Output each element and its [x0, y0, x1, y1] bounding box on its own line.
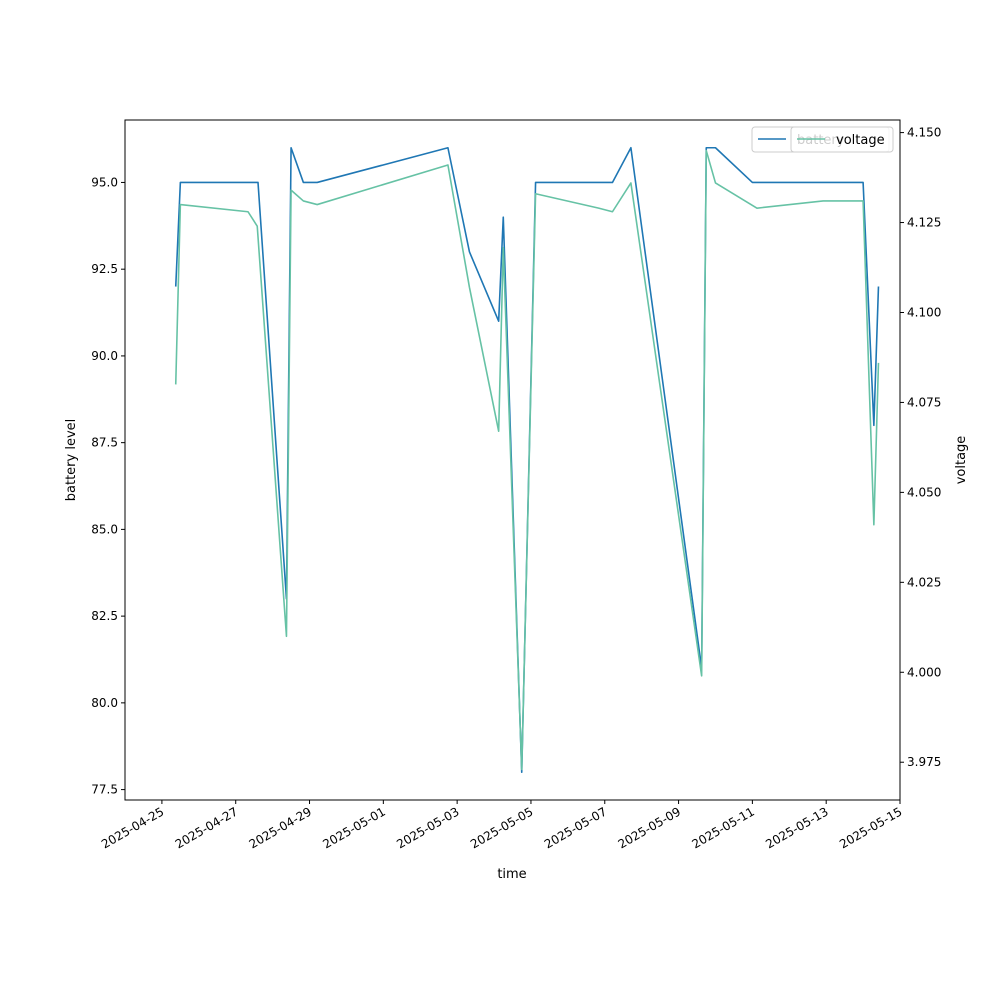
x-tick-label: 2025-05-01 [320, 804, 387, 851]
y2-tick-label: 4.000 [907, 665, 941, 679]
legend-voltage-label: voltage [836, 133, 885, 148]
series-line-voltage [174, 149, 880, 771]
y2-tick-label: 4.075 [907, 395, 941, 409]
y-tick-label: 85.0 [91, 522, 118, 536]
y-tick-label: 92.5 [91, 262, 118, 276]
legend-voltage: voltage [790, 126, 894, 153]
y-axis-right: 3.975 4.000 4.025 4.050 4.075 4.100 4.125 4.150 [900, 126, 941, 769]
y2-tick-label: 4.125 [907, 216, 941, 230]
plot-frame [124, 119, 901, 801]
x-tick-label: 2025-05-07 [542, 804, 609, 851]
x-tick-label: 2025-04-29 [247, 804, 314, 851]
x-axis-label: time [497, 867, 526, 882]
y2-tick-label: 4.150 [907, 126, 941, 140]
y-tick-label: 82.5 [91, 609, 118, 623]
y-tick-label: 77.5 [91, 783, 118, 797]
x-tick-label: 2025-04-27 [173, 804, 240, 851]
x-tick-label: 2025-05-11 [689, 804, 756, 851]
y2-tick-label: 4.100 [907, 305, 941, 319]
x-tick-label: 2025-04-25 [99, 804, 166, 851]
y-tick-label: 95.0 [91, 175, 118, 189]
y-tick-label: 87.5 [91, 436, 118, 450]
y-tick-label: 80.0 [91, 696, 118, 710]
x-tick-label: 2025-05-13 [763, 804, 830, 851]
plot-background [125, 120, 900, 800]
y2-axis-label: voltage [954, 436, 969, 485]
legend-voltage-box [790, 126, 894, 153]
x-tick-label: 2025-05-03 [394, 804, 461, 851]
x-tick-label: 2025-05-09 [616, 804, 683, 851]
y2-tick-label: 4.025 [907, 575, 941, 589]
y2-tick-label: 4.050 [907, 485, 941, 499]
y-axis-left: 77.5 80.0 82.5 85.0 87.5 90.0 92.5 95.0 [91, 175, 125, 797]
y2-tick-label: 3.975 [907, 755, 941, 769]
x-axis: 2025-04-25 2025-04-27 2025-04-29 2025-05-01… [99, 800, 905, 851]
x-tick-label: 2025-05-15 [837, 804, 904, 851]
y-axis-label: battery level [64, 419, 79, 502]
y-tick-label: 90.0 [91, 349, 118, 363]
series-layer [174, 146, 880, 774]
x-tick-label: 2025-05-05 [468, 804, 535, 851]
